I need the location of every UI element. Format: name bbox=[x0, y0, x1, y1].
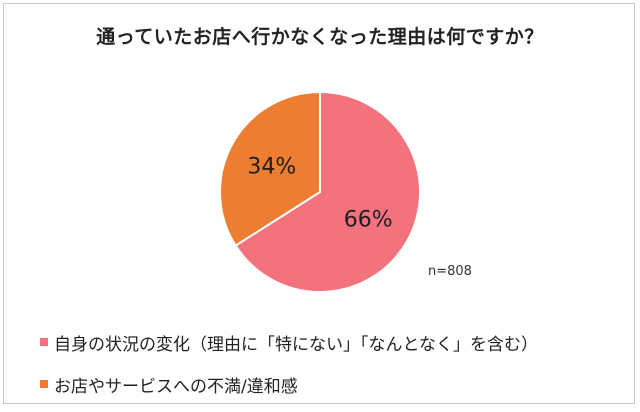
legend-label-self-change: 自身の状況の変化（理由に「特にない」「なんとなく」を含む） bbox=[54, 334, 538, 355]
legend-item-dissatisfaction: お店やサービスへの不満/違和感 bbox=[40, 370, 538, 398]
slice-label-self-change: 66% bbox=[344, 208, 393, 233]
slice-label-dissatisfaction: 34% bbox=[247, 155, 296, 180]
pie-slice-self-change bbox=[234, 90, 421, 293]
chart-frame: 通っていたお店へ行かなくなった理由は何ですか？ bbox=[3, 3, 635, 404]
pie-slice-dissatisfaction bbox=[219, 90, 321, 247]
sample-size-note: n=808 bbox=[428, 264, 472, 279]
legend-swatch-dissatisfaction bbox=[40, 380, 48, 388]
legend-swatch-self-change bbox=[40, 338, 48, 346]
legend-label-dissatisfaction: お店やサービスへの不満/違和感 bbox=[54, 376, 298, 397]
legend-item-self-change: 自身の状況の変化（理由に「特にない」「なんとなく」を含む） bbox=[40, 328, 538, 356]
chart-title: 通っていたお店へ行かなくなった理由は何ですか？ bbox=[96, 26, 544, 48]
chart-legend: 自身の状況の変化（理由に「特にない」「なんとなく」を含む） お店やサービスへの不… bbox=[40, 328, 538, 412]
